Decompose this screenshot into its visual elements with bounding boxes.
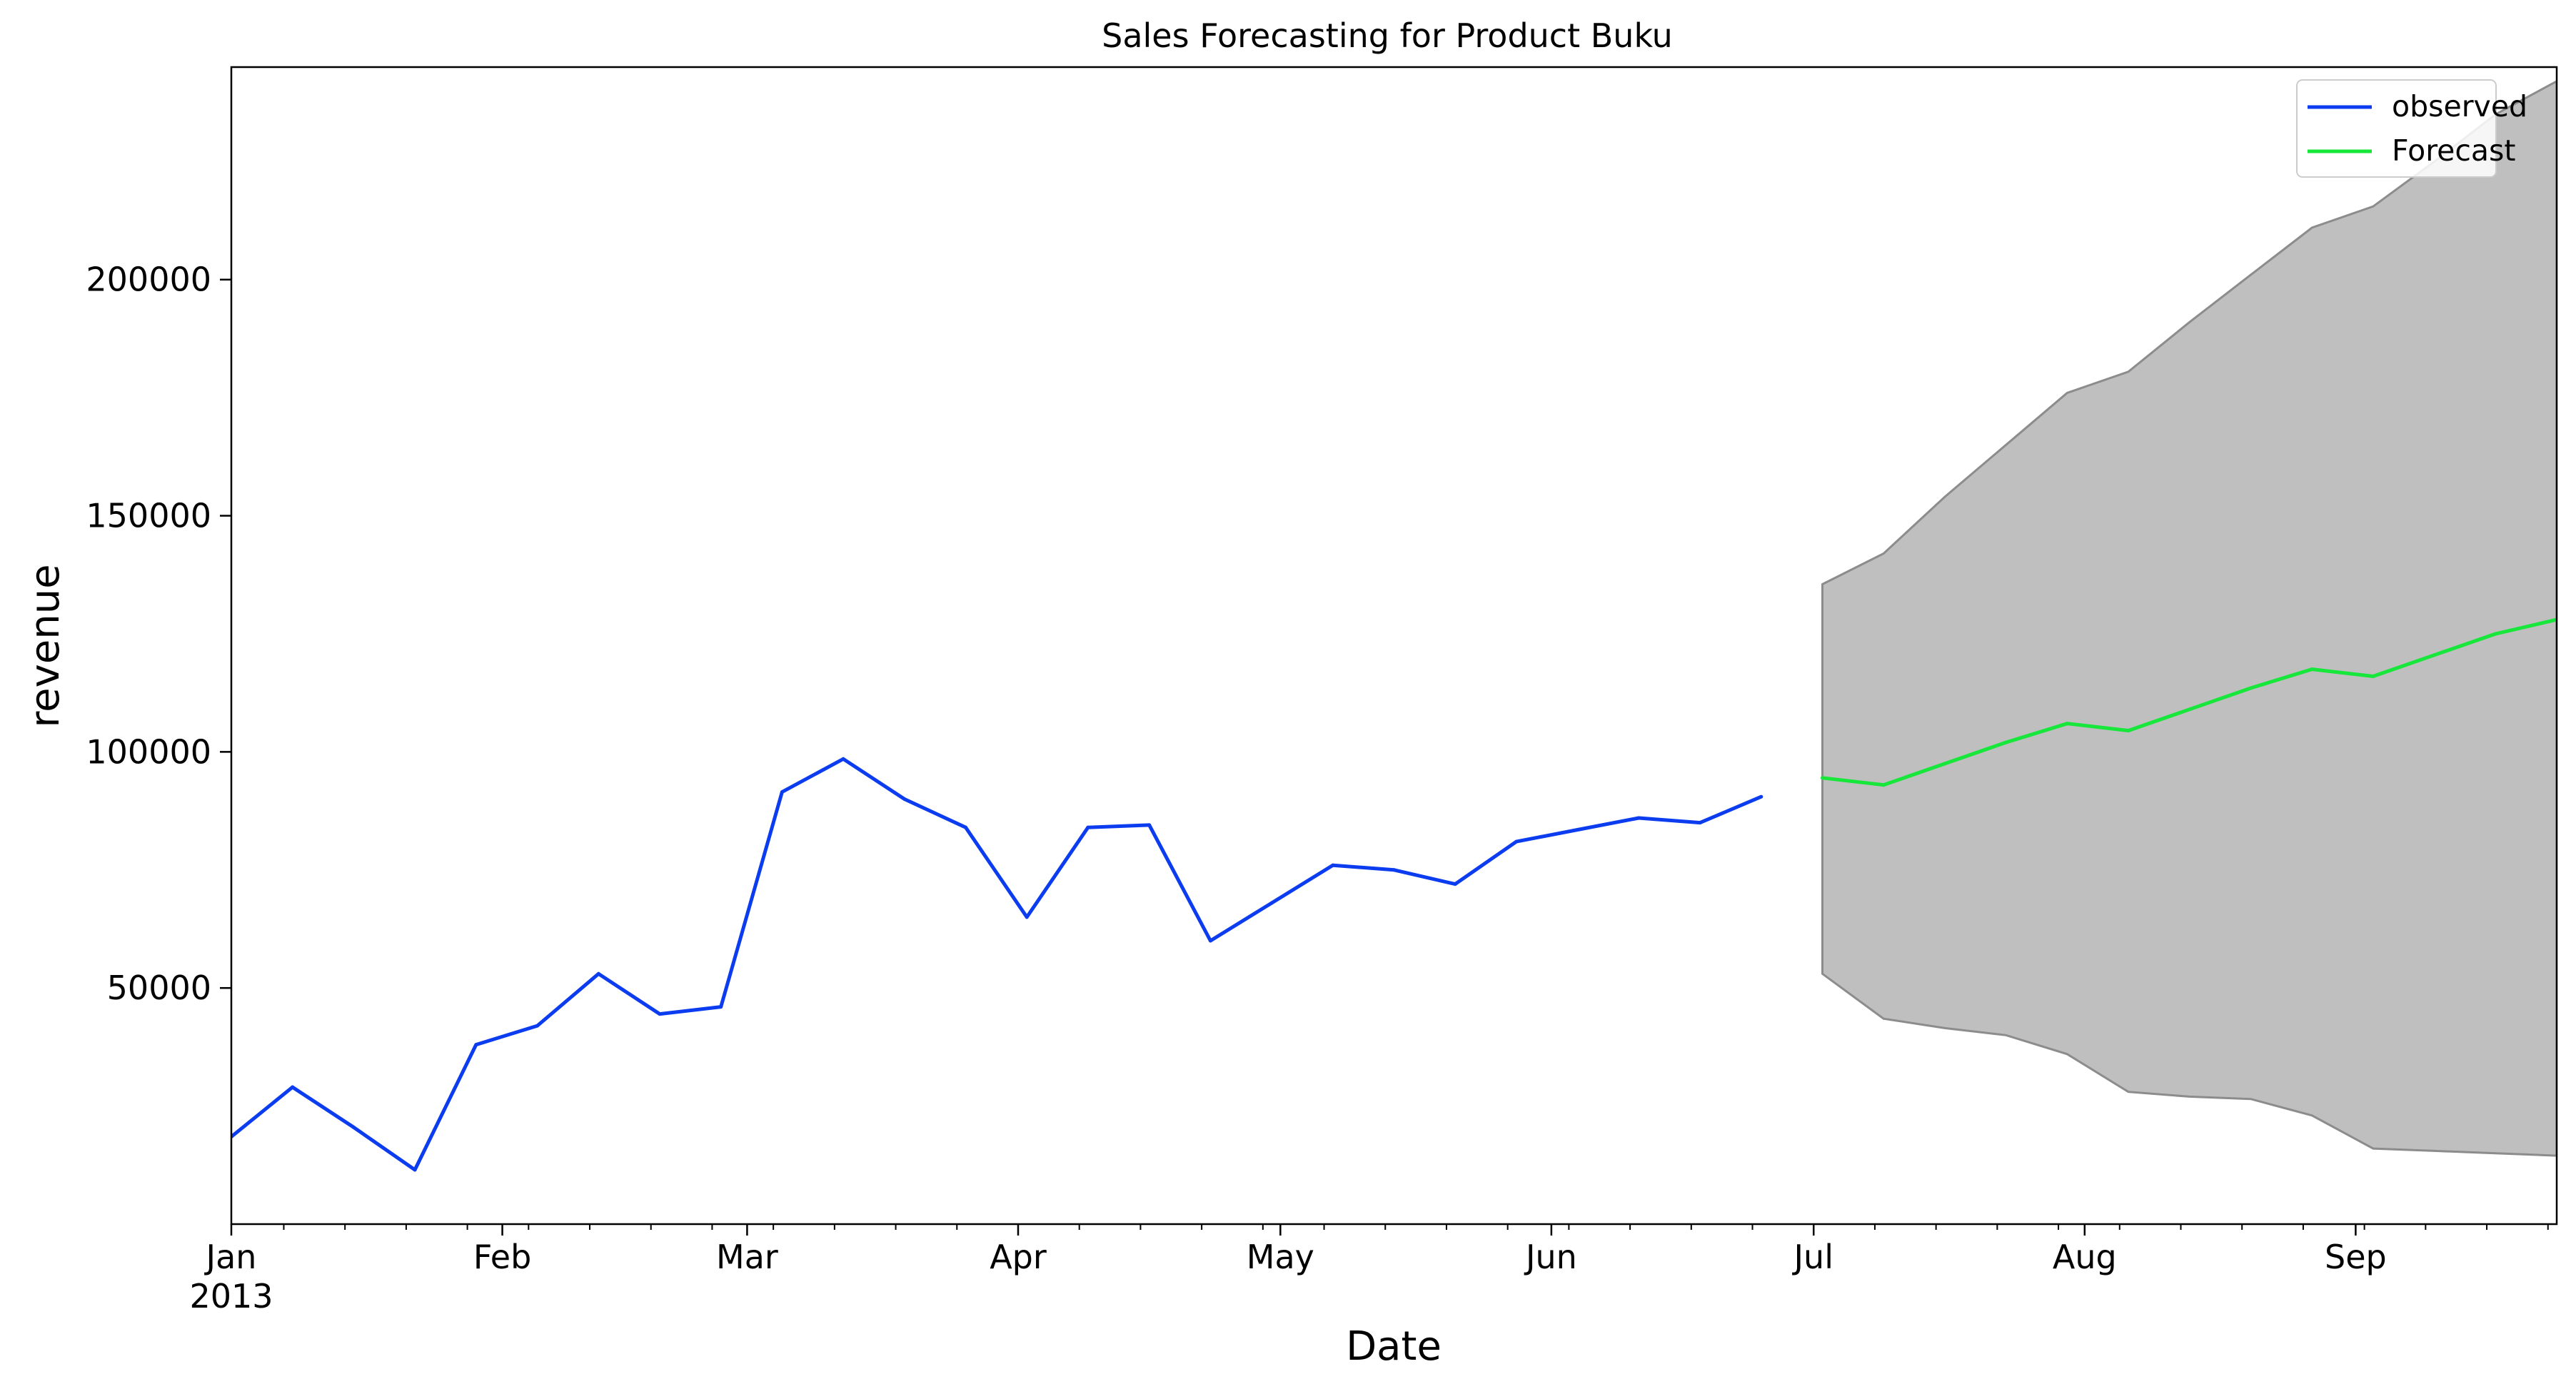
data-point-observed <box>1759 794 1764 799</box>
data-point-forecast <box>2248 686 2253 690</box>
data-point-observed <box>780 790 784 794</box>
y-tick-label: 150000 <box>86 497 211 535</box>
x-tick-year-label: 2013 <box>189 1277 273 1315</box>
x-tick-label: Sep <box>2325 1238 2387 1276</box>
data-point-observed <box>658 1012 662 1016</box>
data-point-observed <box>1576 828 1580 832</box>
data-point-forecast <box>2310 667 2314 672</box>
data-point-observed <box>351 1125 356 1129</box>
data-point-observed <box>1086 825 1090 829</box>
data-point-observed <box>474 1043 478 1047</box>
data-point-forecast <box>2004 740 2008 744</box>
data-point-forecast <box>1881 783 1886 787</box>
data-point-observed <box>1698 821 1702 825</box>
data-point-observed <box>1147 823 1152 827</box>
data-point-forecast <box>2065 722 2069 726</box>
y-tick-label: 200000 <box>86 261 211 299</box>
data-point-forecast <box>2188 707 2192 712</box>
data-point-observed <box>1453 882 1457 887</box>
data-point-observed <box>291 1085 295 1089</box>
legend: observed Forecast <box>2296 79 2527 178</box>
forecast-confidence-band <box>1821 80 2557 1157</box>
y-axis-label: revenue <box>22 564 69 727</box>
data-point-observed <box>719 1005 723 1009</box>
data-point-observed <box>841 757 845 761</box>
data-point-forecast <box>2126 729 2130 733</box>
data-point-forecast <box>1821 776 1824 780</box>
x-tick-label: Jun <box>1524 1238 1577 1276</box>
x-tick-label: May <box>1247 1238 1314 1276</box>
data-point-observed <box>535 1024 540 1028</box>
x-tick-label: Feb <box>473 1238 531 1276</box>
data-point-forecast <box>2493 632 2497 636</box>
y-axis: 50000 100000 150000 200000 <box>86 261 231 1007</box>
legend-label-forecast: Forecast <box>2392 133 2516 168</box>
data-point-observed <box>1514 839 1519 844</box>
x-tick-label: Jul <box>1791 1238 1833 1276</box>
data-point-observed <box>1269 901 1274 905</box>
data-point-observed <box>1636 816 1641 820</box>
x-tick-label: Mar <box>716 1238 778 1276</box>
data-point-forecast <box>1943 762 1947 766</box>
series-line-observed <box>231 757 1762 1172</box>
data-point-observed <box>1025 915 1029 919</box>
data-point-observed <box>1331 863 1335 867</box>
plot-frame <box>230 66 2558 1226</box>
chart-title: Sales Forecasting for Product Buku <box>1102 16 1673 55</box>
data-point-observed <box>413 1168 417 1172</box>
x-tick-label: Jan <box>204 1238 257 1276</box>
x-tick-label: Apr <box>990 1238 1047 1276</box>
x-axis-label: Date <box>1346 1323 1442 1370</box>
data-point-observed <box>596 971 600 976</box>
plot-area <box>230 66 2558 1226</box>
data-point-observed <box>1392 868 1396 872</box>
y-tick-label: 100000 <box>86 732 211 771</box>
y-tick-label: 50000 <box>107 969 211 1007</box>
data-point-observed <box>902 797 907 801</box>
x-tick-label: Aug <box>2053 1238 2117 1276</box>
data-point-forecast <box>2432 653 2437 657</box>
data-point-observed <box>1208 939 1212 943</box>
data-point-forecast <box>2371 675 2375 678</box>
legend-label-observed: observed <box>2392 89 2527 123</box>
data-point-observed <box>964 825 967 829</box>
